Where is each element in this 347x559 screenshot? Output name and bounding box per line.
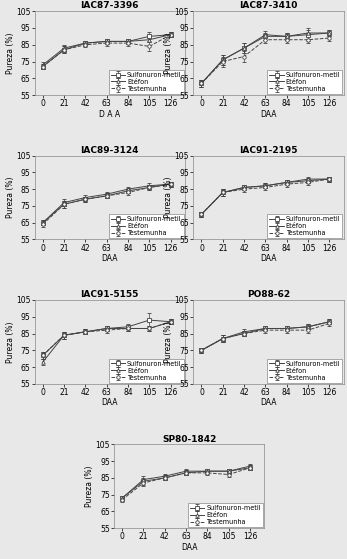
Y-axis label: Pureza (%): Pureza (%) — [164, 177, 173, 218]
Title: SP80-1842: SP80-1842 — [162, 434, 216, 443]
Y-axis label: Pureza (%): Pureza (%) — [6, 321, 15, 363]
Y-axis label: Pureza (%): Pureza (%) — [85, 466, 94, 507]
Title: IAC87-3396: IAC87-3396 — [81, 2, 139, 11]
X-axis label: DAA: DAA — [181, 543, 197, 552]
X-axis label: D A A: D A A — [99, 110, 120, 119]
Y-axis label: Pureza (%): Pureza (%) — [164, 32, 173, 74]
Y-axis label: Pureza (%): Pureza (%) — [6, 32, 15, 74]
Legend: Sulfonuron-metil, Etéfon, Testemunha: Sulfonuron-metil, Etéfon, Testemunha — [267, 214, 342, 238]
Legend: Sulfonuron-metil, Etéfon, Testemunha: Sulfonuron-metil, Etéfon, Testemunha — [267, 359, 342, 382]
Legend: Sulfonuron-metil, Etéfon, Testemunha: Sulfonuron-metil, Etéfon, Testemunha — [109, 70, 184, 94]
Y-axis label: Pureza (%): Pureza (%) — [164, 321, 173, 363]
X-axis label: DAA: DAA — [102, 254, 118, 263]
Title: PO88-62: PO88-62 — [247, 290, 290, 299]
Title: IAC91-2195: IAC91-2195 — [239, 146, 298, 155]
X-axis label: DAA: DAA — [260, 399, 277, 408]
Legend: Sulfonuron-metil, Etéfon, Testemunha: Sulfonuron-metil, Etéfon, Testemunha — [267, 70, 342, 94]
X-axis label: DAA: DAA — [260, 254, 277, 263]
Title: IAC89-3124: IAC89-3124 — [81, 146, 139, 155]
Legend: Sulfonuron-metil, Etéfon, Testemunha: Sulfonuron-metil, Etéfon, Testemunha — [109, 214, 184, 238]
Title: IAC91-5155: IAC91-5155 — [81, 290, 139, 299]
Title: IAC87-3410: IAC87-3410 — [239, 2, 298, 11]
Legend: Sulfonuron-metil, Etéfon, Testemunha: Sulfonuron-metil, Etéfon, Testemunha — [109, 359, 184, 382]
Legend: Sulfonuron-metil, Etéfon, Testemunha: Sulfonuron-metil, Etéfon, Testemunha — [188, 503, 263, 527]
Y-axis label: Pureza (%): Pureza (%) — [6, 177, 15, 218]
X-axis label: DAA: DAA — [260, 110, 277, 119]
X-axis label: DAA: DAA — [102, 399, 118, 408]
